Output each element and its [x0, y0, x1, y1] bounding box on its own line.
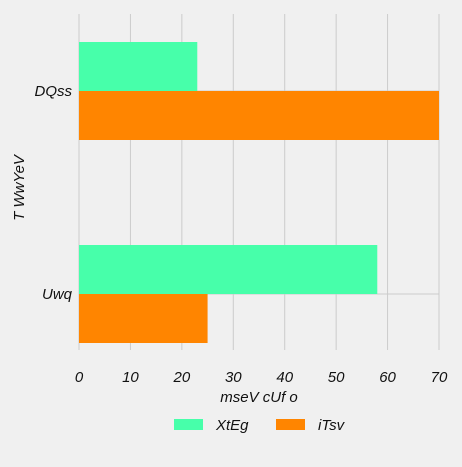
tick-labels: 0 10 20 30 40 50 60 70 DQss Uwq: [35, 83, 448, 386]
x-tick-label: 20: [173, 369, 191, 386]
x-tick-label: 60: [379, 369, 396, 386]
x-tick-label: 50: [328, 369, 345, 386]
bar-XtEg-DQss: [79, 42, 198, 91]
x-tick-label: 0: [75, 369, 84, 386]
bar-iTsv-DQss: [79, 91, 439, 140]
y-tick-label: Uwq: [42, 286, 73, 303]
bars: [79, 42, 439, 343]
x-tick-label: 30: [225, 369, 242, 386]
legend-label-XtEg: XtEg: [215, 417, 249, 434]
bar-XtEg-Uwq: [79, 245, 378, 294]
legend: XtEg iTsv: [174, 417, 346, 434]
y-tick-label: DQss: [35, 83, 73, 100]
legend-swatch-XtEg: [174, 419, 203, 430]
y-axis-label: T WwYeV: [11, 153, 28, 221]
legend-label-iTsv: iTsv: [318, 417, 346, 434]
legend-swatch-iTsv: [276, 419, 305, 430]
bar-iTsv-Uwq: [79, 294, 208, 343]
x-tick-label: 70: [431, 369, 448, 386]
x-tick-label: 40: [276, 369, 293, 386]
x-tick-label: 10: [122, 369, 139, 386]
x-axis-label: mseV cUf o: [220, 389, 298, 406]
